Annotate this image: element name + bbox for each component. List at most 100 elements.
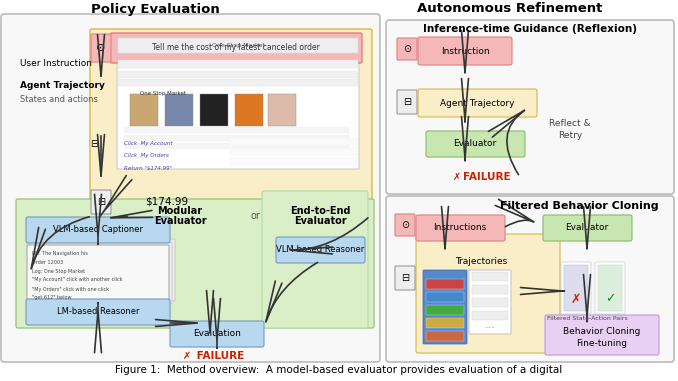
FancyBboxPatch shape <box>130 94 158 126</box>
Text: LM-based Reasoner: LM-based Reasoner <box>57 307 139 317</box>
Text: ✗: ✗ <box>571 293 581 306</box>
Text: Evaluator: Evaluator <box>565 224 609 232</box>
Text: ⊟: ⊟ <box>401 273 409 283</box>
Text: Agent Trajectory: Agent Trajectory <box>20 82 105 91</box>
Text: Evaluator: Evaluator <box>154 216 206 226</box>
FancyBboxPatch shape <box>90 29 372 218</box>
Text: ⊟: ⊟ <box>97 197 105 207</box>
FancyBboxPatch shape <box>423 270 467 344</box>
Text: VLM-based Captioner: VLM-based Captioner <box>53 226 143 234</box>
Text: FAILURE: FAILURE <box>463 172 511 182</box>
FancyBboxPatch shape <box>469 270 511 334</box>
FancyBboxPatch shape <box>276 237 365 263</box>
Text: "get 612" below: "get 612" below <box>32 296 71 301</box>
Text: Evaluator: Evaluator <box>454 139 496 149</box>
Text: ✗: ✗ <box>183 351 191 361</box>
Text: End-to-End: End-to-End <box>290 206 351 216</box>
FancyBboxPatch shape <box>200 94 228 126</box>
Text: Instructions: Instructions <box>433 224 487 232</box>
FancyBboxPatch shape <box>426 279 464 289</box>
Text: Trajectories: Trajectories <box>455 256 507 266</box>
Text: Filtered Behavior Cloning: Filtered Behavior Cloning <box>500 201 658 211</box>
FancyBboxPatch shape <box>118 71 358 78</box>
Text: or: or <box>250 211 260 221</box>
Text: ✗: ✗ <box>453 172 461 182</box>
Text: States and actions: States and actions <box>20 94 98 104</box>
Text: LM: The Navigation his: LM: The Navigation his <box>32 250 88 256</box>
Text: Click  My Account: Click My Account <box>124 141 172 147</box>
Text: FAILURE: FAILURE <box>193 351 244 361</box>
Text: Agent Trajectory: Agent Trajectory <box>440 99 514 107</box>
FancyBboxPatch shape <box>472 311 508 320</box>
FancyBboxPatch shape <box>124 135 349 141</box>
FancyBboxPatch shape <box>426 131 525 157</box>
FancyBboxPatch shape <box>124 143 349 149</box>
Text: Order 12003: Order 12003 <box>32 259 63 264</box>
Text: Retry: Retry <box>558 131 582 139</box>
FancyBboxPatch shape <box>397 38 417 60</box>
FancyBboxPatch shape <box>598 265 622 311</box>
Text: Fine-tuning: Fine-tuning <box>576 338 628 347</box>
Text: Modular: Modular <box>157 206 203 216</box>
Text: "My Orders" click with one click: "My Orders" click with one click <box>32 287 109 291</box>
Text: ✓: ✓ <box>605 293 615 306</box>
FancyBboxPatch shape <box>230 158 358 165</box>
FancyBboxPatch shape <box>418 37 512 65</box>
Text: Policy Evaluation: Policy Evaluation <box>91 3 220 16</box>
FancyBboxPatch shape <box>110 33 362 63</box>
Text: ...: ... <box>485 320 496 330</box>
Text: Reflect &: Reflect & <box>549 118 591 128</box>
FancyBboxPatch shape <box>91 190 111 214</box>
Text: One Stop Market: One Stop Market <box>212 43 264 48</box>
FancyBboxPatch shape <box>545 315 659 355</box>
FancyBboxPatch shape <box>118 38 358 53</box>
FancyBboxPatch shape <box>118 79 358 86</box>
FancyBboxPatch shape <box>472 272 508 281</box>
Text: One Stop Market: One Stop Market <box>140 91 186 96</box>
FancyBboxPatch shape <box>16 199 374 328</box>
FancyBboxPatch shape <box>124 127 349 133</box>
Text: Evaluation: Evaluation <box>193 330 241 338</box>
Text: Inference-time Guidance (Reflexion): Inference-time Guidance (Reflexion) <box>423 24 637 34</box>
FancyBboxPatch shape <box>26 217 170 243</box>
FancyBboxPatch shape <box>91 34 111 62</box>
FancyBboxPatch shape <box>386 196 674 362</box>
Text: ⊙: ⊙ <box>401 220 409 230</box>
Text: ⊙: ⊙ <box>96 43 106 53</box>
Text: ⊟: ⊟ <box>90 139 98 149</box>
Text: Filtered State-Action Pairs: Filtered State-Action Pairs <box>546 315 627 320</box>
FancyBboxPatch shape <box>230 148 358 155</box>
Text: Behavior Cloning: Behavior Cloning <box>563 327 641 336</box>
FancyBboxPatch shape <box>472 285 508 294</box>
FancyBboxPatch shape <box>170 321 264 347</box>
FancyBboxPatch shape <box>262 191 368 328</box>
FancyBboxPatch shape <box>117 37 359 169</box>
Text: Click  My Orders: Click My Orders <box>124 154 169 158</box>
Text: VLM-based Reasoner: VLM-based Reasoner <box>276 245 364 255</box>
Text: User Instruction: User Instruction <box>20 59 92 67</box>
FancyBboxPatch shape <box>268 94 296 126</box>
FancyBboxPatch shape <box>426 292 464 302</box>
FancyBboxPatch shape <box>386 20 674 194</box>
Text: Instruction: Instruction <box>441 46 490 56</box>
FancyBboxPatch shape <box>416 215 505 241</box>
Text: Evaluator: Evaluator <box>294 216 346 226</box>
FancyBboxPatch shape <box>561 262 591 314</box>
FancyBboxPatch shape <box>26 299 170 325</box>
FancyBboxPatch shape <box>564 265 588 311</box>
Text: Figure 1:  Method overview:  A model-based evaluator provides evaluation of a di: Figure 1: Method overview: A model-based… <box>115 365 563 375</box>
Text: ⊟: ⊟ <box>403 97 411 107</box>
FancyBboxPatch shape <box>426 318 464 328</box>
FancyBboxPatch shape <box>118 60 358 68</box>
FancyBboxPatch shape <box>230 138 358 145</box>
Text: ⊙: ⊙ <box>403 44 411 54</box>
FancyBboxPatch shape <box>235 94 263 126</box>
FancyBboxPatch shape <box>418 89 537 117</box>
FancyBboxPatch shape <box>27 245 169 307</box>
FancyBboxPatch shape <box>1 14 380 362</box>
Text: Autonomous Refinement: Autonomous Refinement <box>418 3 603 16</box>
FancyBboxPatch shape <box>472 298 508 307</box>
FancyBboxPatch shape <box>595 262 625 314</box>
Text: $174.99: $174.99 <box>145 197 188 207</box>
FancyBboxPatch shape <box>426 305 464 315</box>
